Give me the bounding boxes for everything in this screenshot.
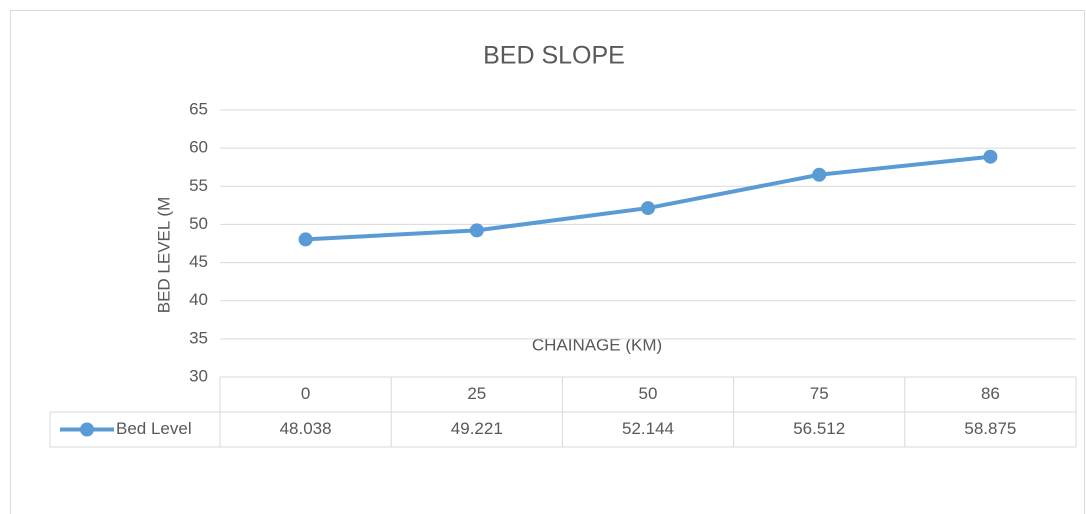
y-tick-label: 65 bbox=[189, 99, 208, 118]
y-tick-label: 60 bbox=[189, 138, 208, 157]
y-tick-label: 40 bbox=[189, 290, 208, 309]
x-tick-label: 86 bbox=[981, 384, 1000, 403]
y-tick-label: 50 bbox=[189, 214, 208, 233]
table-value: 52.144 bbox=[622, 419, 674, 438]
y-tick-label: 45 bbox=[189, 252, 208, 271]
legend-marker bbox=[80, 422, 94, 437]
table-value: 48.038 bbox=[280, 419, 332, 438]
table-value: 58.875 bbox=[964, 419, 1016, 438]
legend-label: Bed Level bbox=[116, 419, 192, 438]
data-point bbox=[641, 201, 655, 216]
y-tick-label: 30 bbox=[189, 366, 208, 385]
y-tick-label: 55 bbox=[189, 176, 208, 195]
x-tick-label: 75 bbox=[810, 384, 829, 403]
chart-title: BED SLOPE bbox=[483, 42, 625, 70]
data-point bbox=[983, 149, 998, 164]
table-value: 49.221 bbox=[451, 419, 503, 438]
x-tick-label: 0 bbox=[301, 384, 310, 403]
data-point bbox=[469, 223, 484, 238]
x-tick-label: 25 bbox=[467, 384, 486, 403]
y-axis-title: BED LEVEL (M bbox=[154, 197, 173, 314]
table-value: 56.512 bbox=[793, 419, 845, 438]
x-axis-title: CHAINAGE (KM) bbox=[532, 335, 662, 354]
data-point bbox=[812, 167, 827, 182]
y-tick-label: 35 bbox=[189, 328, 208, 347]
data-point bbox=[298, 232, 313, 247]
x-tick-label: 50 bbox=[639, 384, 658, 403]
